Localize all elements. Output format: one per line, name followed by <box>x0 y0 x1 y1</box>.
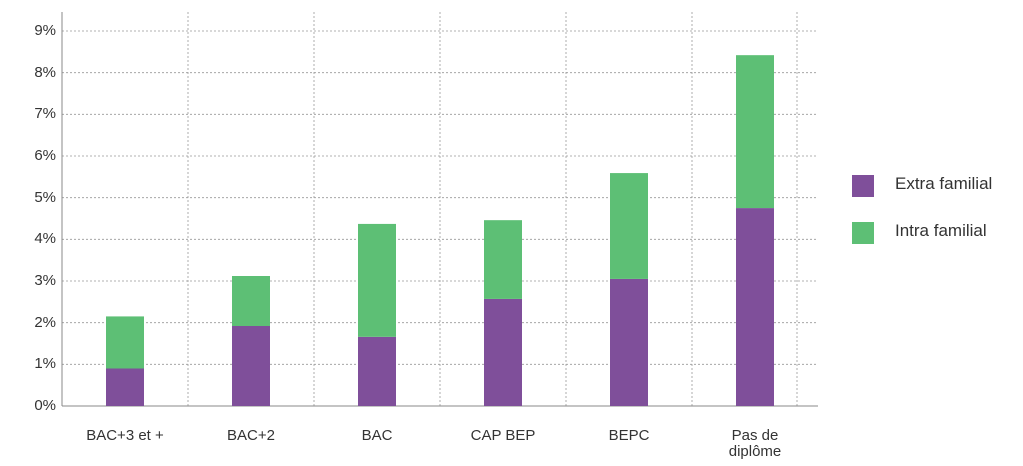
bar-segment <box>358 336 396 406</box>
bar-segment <box>358 223 396 337</box>
legend-label: Intra familial <box>895 221 987 240</box>
y-tick-label: 5% <box>34 188 56 206</box>
bar-segment <box>736 55 774 209</box>
x-tick-label: BEPC <box>608 427 650 444</box>
bar-segment <box>106 316 144 369</box>
y-tick-label: 8% <box>34 63 56 81</box>
y-tick-label: 6% <box>34 147 56 164</box>
x-tick-label: BAC+3 et + <box>86 427 164 444</box>
bar-segment <box>484 220 522 299</box>
legend-label: Extra familial <box>895 174 993 193</box>
x-tick-label: BAC <box>361 427 393 444</box>
y-tick-label: 0% <box>34 397 56 414</box>
x-tick-label: BAC+2 <box>227 427 275 444</box>
bar-segment <box>610 173 648 279</box>
y-tick-label: 4% <box>34 230 56 248</box>
bar-segment <box>610 278 648 406</box>
y-tick-label: 9% <box>34 22 56 39</box>
bar-segment <box>232 326 270 406</box>
x-tick-label: CAP BEP <box>470 427 536 444</box>
bar-segment <box>736 208 774 406</box>
legend-swatch <box>852 175 874 197</box>
y-tick-label: 7% <box>34 105 56 123</box>
bar-segment <box>232 276 270 326</box>
y-tick-label: 1% <box>34 355 56 373</box>
y-tick-label: 2% <box>34 313 56 331</box>
bar-segment <box>484 298 522 406</box>
legend-swatch <box>852 222 874 244</box>
bar-segment <box>106 368 144 406</box>
x-tick-label: Pas de diplôme <box>728 427 782 460</box>
y-tick-label: 3% <box>34 272 56 289</box>
